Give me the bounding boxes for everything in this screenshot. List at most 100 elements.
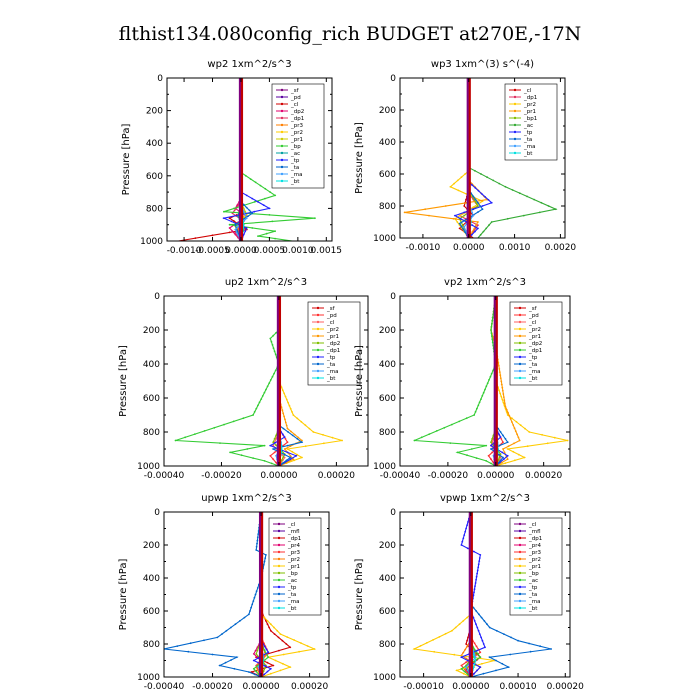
series-marker [485, 385, 488, 388]
legend-label: _tp [523, 130, 533, 136]
series-line [453, 78, 493, 238]
series-marker [263, 616, 266, 619]
series-marker [460, 656, 463, 659]
legend-marker [316, 334, 320, 338]
chart-panel: vp2 1xm^2/s^3 Pressure [hPa] 0 200 400 600 800… [354, 277, 571, 481]
series-marker [267, 656, 270, 659]
series-marker [478, 557, 481, 559]
series-marker [253, 596, 256, 599]
series-marker [463, 670, 466, 673]
series-marker [284, 418, 286, 421]
series-marker [476, 626, 479, 629]
series-marker [479, 233, 482, 236]
legend-marker [518, 529, 522, 533]
legend-label: _dp1 [287, 536, 301, 542]
series-marker [293, 639, 295, 641]
series-marker [547, 205, 550, 207]
series-marker [438, 636, 441, 638]
series-marker [476, 569, 479, 572]
legend-label: _ac [528, 578, 538, 584]
series-marker [257, 201, 259, 203]
series-marker [289, 646, 292, 649]
series-marker [232, 420, 235, 423]
series-marker [473, 414, 476, 416]
series-marker [474, 169, 476, 172]
series-marker [256, 587, 259, 589]
series-marker [221, 633, 223, 635]
series-marker [499, 431, 502, 433]
series-marker [240, 454, 243, 457]
series-marker [283, 392, 286, 395]
series-marker [503, 399, 506, 402]
series-marker [463, 225, 466, 228]
series-marker [491, 335, 493, 338]
x-tick-label: -0.00040 [380, 471, 421, 481]
series-marker [482, 643, 485, 645]
y-tick-label: 600 [379, 170, 396, 180]
series-marker [237, 234, 240, 237]
series-marker [513, 442, 515, 445]
legend-label: _pr2 [326, 327, 339, 333]
series-marker [272, 441, 275, 444]
legend-label: _ta [528, 592, 537, 598]
legend-label: _sf [326, 306, 336, 312]
x-tick-label: 0.0010 [282, 246, 314, 256]
series-marker [251, 197, 254, 200]
series-marker [263, 391, 266, 394]
series-marker [499, 392, 501, 395]
series-marker [304, 424, 307, 427]
series-marker [507, 445, 510, 448]
series-marker [287, 431, 289, 433]
legend-marker [518, 550, 522, 554]
legend-label: _pd [290, 95, 301, 101]
series-marker [463, 534, 466, 536]
series-marker [278, 649, 280, 652]
series-marker [295, 454, 298, 457]
series-marker [273, 437, 276, 440]
series-marker [500, 437, 503, 440]
series-marker [244, 210, 247, 213]
series-marker [282, 412, 285, 415]
series-marker [500, 380, 503, 383]
legend-marker [518, 536, 522, 540]
series-marker [465, 198, 467, 201]
series-marker [255, 655, 258, 658]
series-marker [245, 217, 248, 220]
series-marker [265, 620, 267, 622]
series-marker [286, 448, 289, 450]
x-tick-label: 0.00020 [525, 471, 562, 481]
series-marker [500, 383, 503, 386]
series-marker [499, 459, 502, 462]
series-marker [475, 578, 477, 581]
series-marker [289, 445, 292, 448]
series-marker [244, 214, 247, 216]
series-marker [484, 388, 486, 391]
series-marker [498, 368, 501, 370]
series-marker [283, 415, 285, 418]
series-marker [263, 645, 266, 648]
series-marker [460, 176, 463, 179]
series-marker [245, 206, 248, 209]
series-marker [281, 409, 284, 412]
legend-label: _pr1 [326, 334, 339, 340]
x-tick-label: -0.0005 [195, 246, 230, 256]
panel-title: vp2 1xm^2/s^3 [444, 277, 526, 288]
legend-marker [518, 578, 522, 582]
legend-marker [316, 348, 320, 352]
series-marker [242, 218, 245, 220]
legend-marker [316, 341, 320, 345]
series-marker [272, 448, 275, 450]
legend-label: _cl [528, 320, 537, 326]
series-marker [477, 566, 480, 569]
series-marker [304, 445, 307, 448]
series-marker [274, 237, 276, 240]
series-marker [492, 179, 495, 182]
series-marker [514, 430, 517, 433]
series-marker [526, 195, 528, 198]
series-marker [458, 215, 461, 217]
series-marker [266, 623, 269, 626]
series-marker [275, 437, 277, 440]
x-tick-label: -0.00020 [428, 471, 469, 481]
x-tick-label: -0.0010 [167, 246, 202, 256]
y-axis-label: Pressure [hPa] [118, 345, 129, 417]
